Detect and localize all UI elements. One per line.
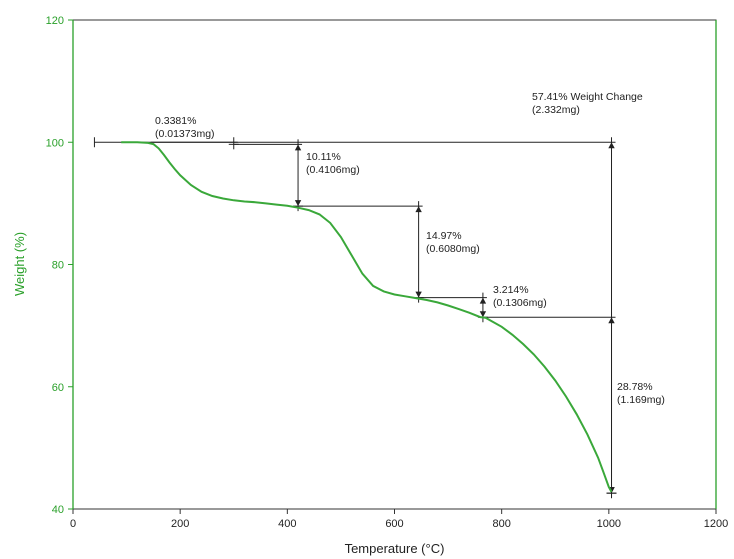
x-tick-label: 600 bbox=[385, 518, 403, 530]
arrowhead bbox=[294, 200, 302, 207]
annotation-percent: 28.78% bbox=[617, 381, 653, 393]
x-tick-label: 0 bbox=[70, 518, 76, 530]
annotation-mass: (1.169mg) bbox=[617, 394, 665, 406]
x-tick-label: 1000 bbox=[597, 518, 621, 530]
annotation-mass: (0.01373mg) bbox=[155, 128, 215, 140]
annotation-mass: (0.6080mg) bbox=[426, 243, 480, 255]
annotation-percent: 57.41% Weight Change bbox=[532, 91, 643, 103]
step-annotations bbox=[93, 137, 617, 499]
arrowhead bbox=[415, 291, 422, 298]
annotation-labels: 0.3381%(0.01373mg) 10.11%(0.4106mg) 14.97%… bbox=[155, 91, 665, 406]
y-tick-label: 40 bbox=[52, 504, 64, 516]
y-tick-label: 80 bbox=[52, 260, 64, 272]
x-tick-label: 800 bbox=[492, 518, 510, 530]
annotation-mass: (2.332mg) bbox=[532, 104, 580, 116]
axis-ticks: 0 200 400 600 800 1000 1200 40 60 80 100 120 bbox=[46, 15, 729, 530]
y-tick-label: 100 bbox=[46, 137, 64, 149]
annotation-percent: 0.3381% bbox=[155, 115, 196, 127]
annotation-mass: (0.4106mg) bbox=[306, 164, 360, 176]
annotation-percent: 10.11% bbox=[306, 151, 341, 163]
x-tick-label: 400 bbox=[278, 518, 296, 530]
y-axis-title: Weight (%) bbox=[12, 232, 27, 296]
x-axis-title: Temperature (°C) bbox=[345, 541, 445, 556]
annotation-percent: 14.97% bbox=[426, 230, 462, 242]
annotation-mass: (0.1306mg) bbox=[493, 297, 547, 309]
weight-curve bbox=[121, 141, 613, 493]
arrowhead bbox=[479, 297, 487, 304]
y-tick-label: 60 bbox=[52, 382, 64, 394]
arrowhead bbox=[415, 206, 422, 213]
annotation-percent: 3.214% bbox=[493, 284, 529, 296]
y-tick-label: 120 bbox=[46, 15, 64, 27]
x-tick-label: 1200 bbox=[704, 518, 728, 530]
arrowhead bbox=[294, 144, 302, 151]
arrowhead bbox=[608, 142, 615, 149]
x-tick-label: 200 bbox=[171, 518, 189, 530]
arrowhead bbox=[479, 311, 487, 318]
